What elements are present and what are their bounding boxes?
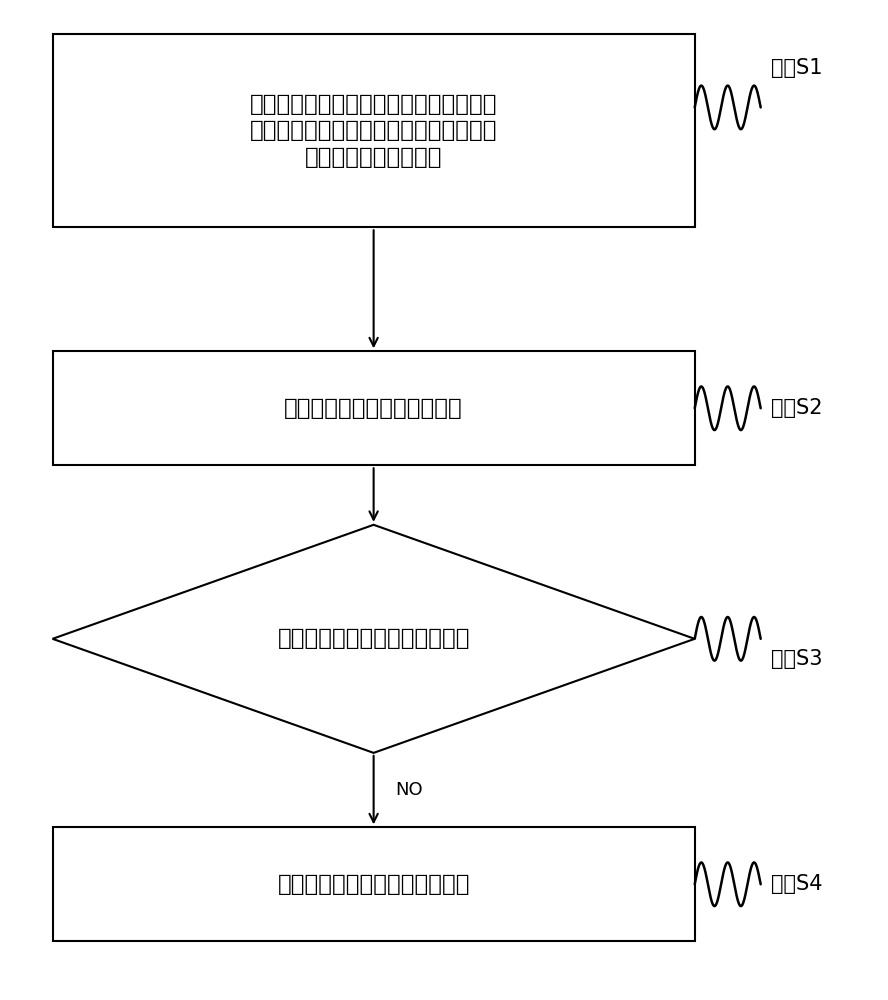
- FancyBboxPatch shape: [52, 34, 694, 227]
- Text: 判断输出电压是否在预设范围内: 判断输出电压是否在预设范围内: [277, 627, 470, 650]
- Text: NO: NO: [396, 781, 424, 799]
- Text: 若否，则确定目标硬件上电异常: 若否，则确定目标硬件上电异常: [277, 873, 470, 896]
- Text: 步骤S4: 步骤S4: [772, 874, 823, 894]
- Text: 向当前待上电的目标硬件对应的电压转换
芯片发送使能信号，以便电压转换芯片输
出目标硬件的额定电压: 向当前待上电的目标硬件对应的电压转换 芯片发送使能信号，以便电压转换芯片输 出目…: [250, 93, 497, 169]
- Text: 步骤S3: 步骤S3: [772, 649, 823, 669]
- FancyBboxPatch shape: [52, 827, 694, 941]
- Text: 步骤S2: 步骤S2: [772, 398, 823, 418]
- FancyBboxPatch shape: [52, 351, 694, 465]
- Polygon shape: [52, 525, 694, 753]
- Text: 步骤S1: 步骤S1: [772, 58, 823, 78]
- Text: 接收电压转换芯片的输出电压: 接收电压转换芯片的输出电压: [284, 397, 463, 420]
